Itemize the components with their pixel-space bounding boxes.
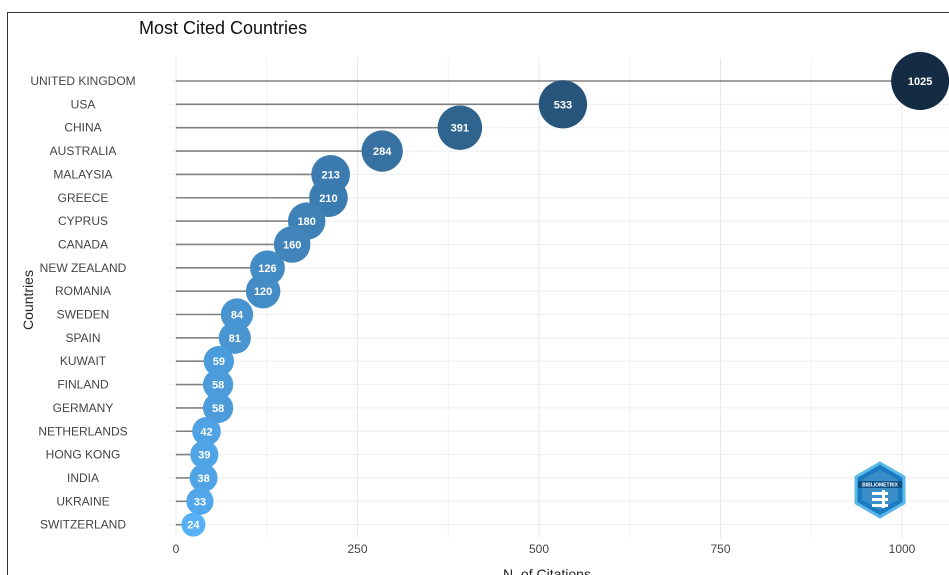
bubble-value-label: 58	[212, 403, 224, 415]
x-tick-labels: 0 250 500 750 1000	[173, 542, 916, 556]
bubble-value-label: 213	[321, 169, 339, 181]
category-label: CHINA	[64, 121, 101, 135]
chart-frame	[7, 12, 949, 575]
bubble-value-label: 180	[298, 216, 316, 228]
bubble	[186, 487, 214, 515]
category-label: UNITED KINGDOM	[30, 74, 135, 88]
category-label: NEW ZEALAND	[40, 261, 127, 275]
category-label: USA	[71, 97, 96, 111]
bubble-value-label: 391	[451, 123, 469, 135]
bibliometrix-logo: BIBLIOMETRIX	[854, 461, 906, 519]
category-label: FINLAND	[57, 378, 109, 392]
x-tick-label: 1000	[889, 542, 916, 556]
bubble	[192, 416, 221, 446]
category-label: GREECE	[58, 191, 109, 205]
category-label: SPAIN	[65, 331, 100, 345]
bubble-value-label: 1025	[908, 76, 932, 88]
bubble-value-label: 81	[229, 333, 241, 345]
bubble-value-label: 210	[319, 193, 337, 205]
category-label: UKRAINE	[56, 494, 109, 508]
bubble-value-label: 33	[194, 496, 206, 508]
category-label: MALAYSIA	[53, 167, 112, 181]
bubble	[361, 130, 403, 172]
grid-lines	[171, 58, 949, 538]
bubble-value-label: 126	[258, 263, 276, 275]
svg-text:BIBLIOMETRIX: BIBLIOMETRIX	[862, 483, 898, 489]
bubble-value-label: 24	[187, 520, 200, 532]
bubble	[202, 369, 234, 400]
bubble-value-label: 84	[231, 310, 244, 322]
category-labels: UNITED KINGDOM USA CHINA AUSTRALIA MALAYSIA G…	[30, 74, 135, 532]
category-label: GERMANY	[53, 401, 114, 415]
category-label: ROMANIA	[55, 284, 111, 298]
bubble	[202, 392, 234, 424]
category-label: INDIA	[67, 471, 99, 485]
bubble	[437, 105, 483, 150]
bubble-value-label: 38	[197, 473, 209, 485]
category-label: SWEDEN	[57, 308, 110, 322]
category-label: HONG KONG	[46, 448, 121, 462]
bubble-value-label: 59	[213, 356, 225, 368]
bubble	[189, 463, 218, 492]
bubble-value-label: 120	[254, 286, 272, 298]
category-label: SWITZERLAND	[40, 518, 126, 532]
category-label: NETHERLANDS	[38, 424, 127, 438]
bubble-value-label: 42	[200, 426, 212, 438]
bubble	[203, 346, 235, 377]
y-axis-title: Countries	[20, 270, 36, 330]
x-tick-label: 500	[529, 542, 549, 556]
bubble	[245, 273, 281, 309]
category-label: CANADA	[58, 237, 108, 251]
bubble	[273, 226, 311, 263]
category-label: CYPRUS	[58, 214, 108, 228]
bubble-value-label: 284	[373, 146, 392, 158]
bubble-value-label: 39	[198, 450, 210, 462]
category-label: KUWAIT	[60, 354, 107, 368]
x-axis-title: N. of Citations	[503, 566, 591, 575]
bubble	[220, 298, 254, 331]
bubble-value-label: 533	[554, 99, 572, 111]
stems	[176, 80, 921, 526]
chart-title: Most Cited Countries	[139, 18, 308, 38]
bubble	[891, 52, 949, 110]
x-tick-label: 250	[347, 542, 367, 556]
bubble	[190, 440, 219, 469]
bubble-value-label: 58	[212, 380, 224, 392]
bubble-value-label: 160	[283, 239, 301, 251]
category-label: AUSTRALIA	[50, 144, 117, 158]
bubble	[181, 512, 206, 537]
bubble	[538, 80, 588, 129]
bubble	[218, 321, 251, 354]
x-tick-label: 750	[710, 542, 730, 556]
x-tick-label: 0	[173, 542, 180, 556]
